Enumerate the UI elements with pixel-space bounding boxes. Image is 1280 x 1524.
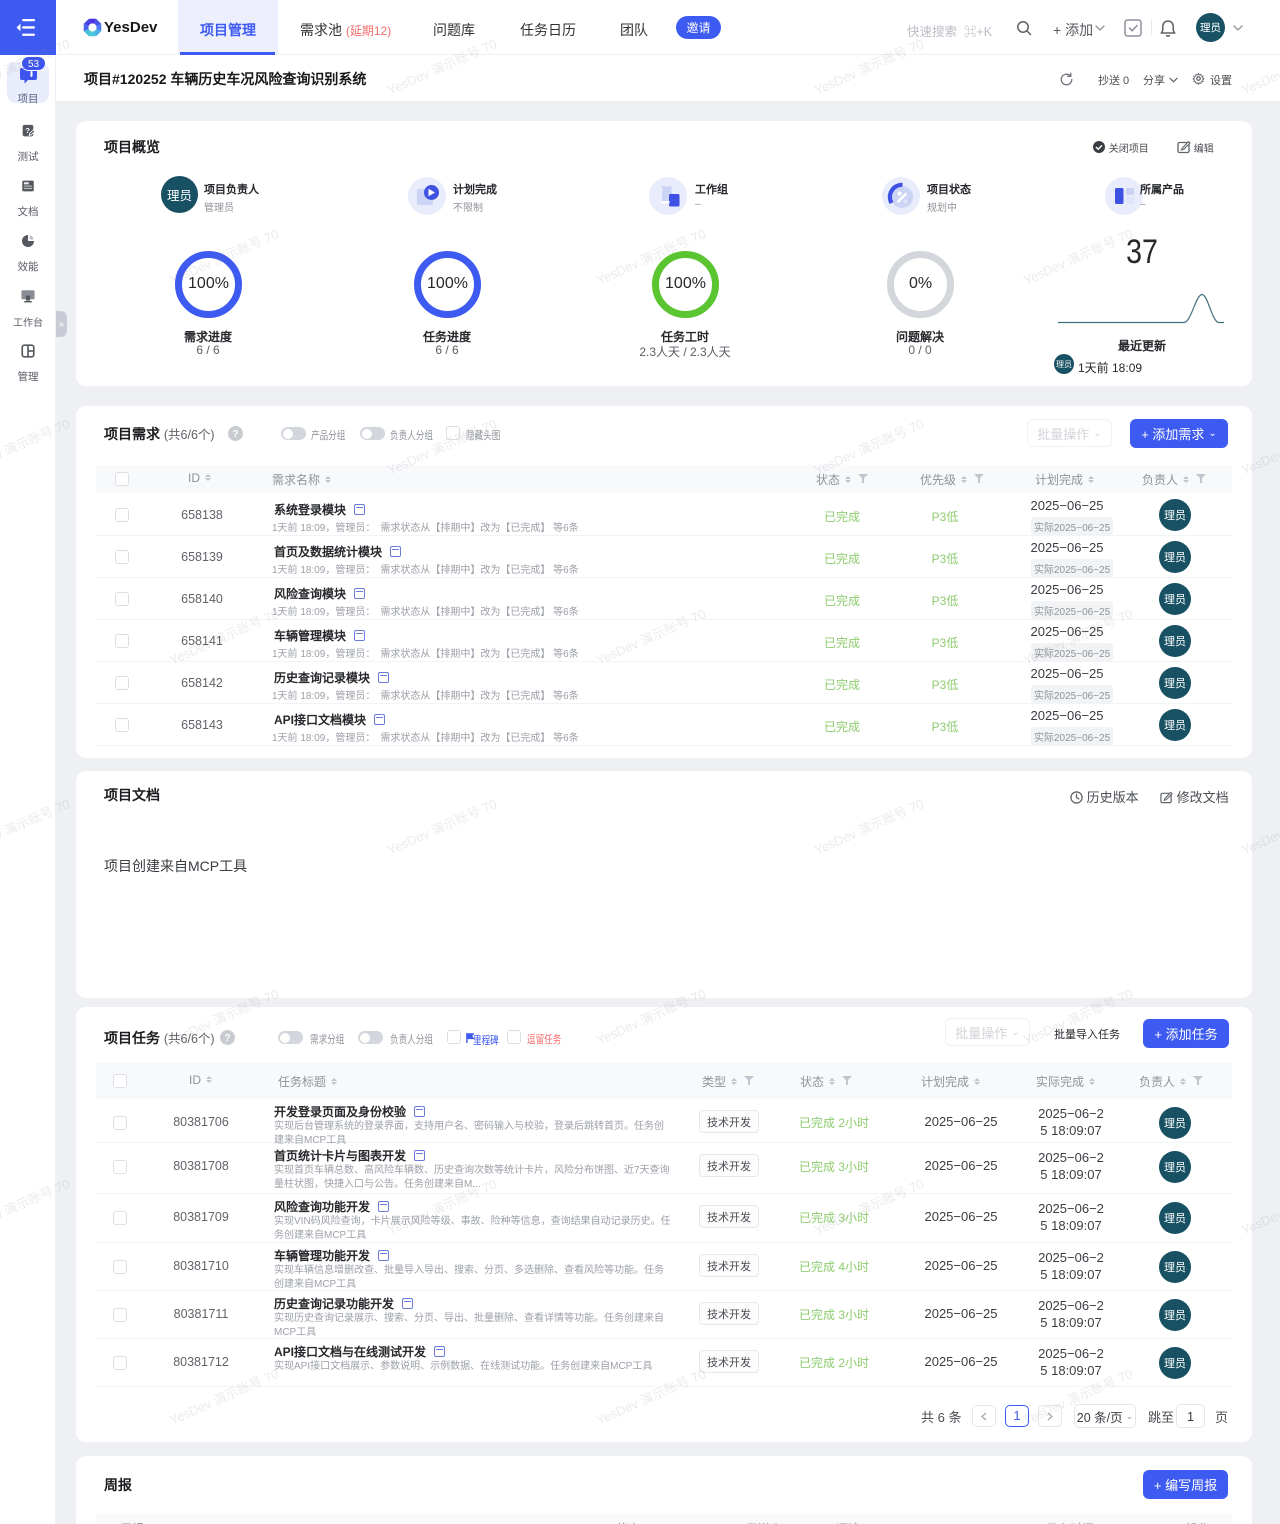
svg-text:?: ? xyxy=(232,429,238,440)
svg-text:?: ? xyxy=(224,1033,230,1044)
